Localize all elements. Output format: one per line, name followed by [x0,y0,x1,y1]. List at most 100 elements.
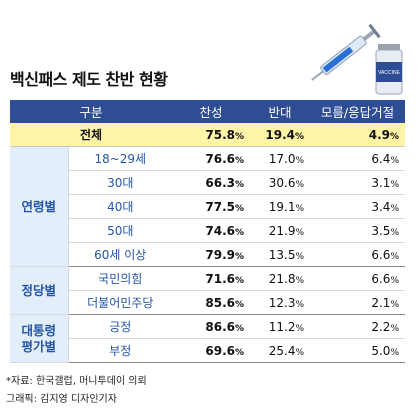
cell-number: 21.9 [268,223,296,238]
row-label: 18~29세 [68,146,173,171]
cell-number: 2.1 [371,295,391,310]
cell-value: 11.2% [250,314,311,339]
cell-value: 69.6% [172,338,251,363]
cell-value: 79.9% [172,242,251,267]
cell-number: 3.5 [371,223,391,238]
source-note: *자료: 한국갤럽, 머니투데이 의뢰 [6,376,147,387]
row-label: 국민의힘 [68,266,173,291]
group-label-line: 연령별 [21,198,56,214]
cell-value: 2.2% [310,314,406,339]
percent-unit: % [390,155,400,166]
table-row: 60세 이상 79.9% 13.5% 6.6% [10,242,406,267]
cell-value: 2.1% [310,290,406,315]
cell-number: 71.6 [205,271,235,286]
percent-unit: % [234,131,245,142]
cell-value: 25.4% [250,338,311,363]
cell-number: 79.9 [205,247,235,262]
table-row: 50대 74.6% 21.9% 3.5% [10,218,406,243]
percent-unit: % [390,251,400,262]
row-label: 부정 [68,338,173,363]
cell-value: 12.3% [250,290,311,315]
row-label: 30대 [68,170,173,195]
cell-number: 76.6 [205,151,235,166]
percent-unit: % [295,203,305,214]
row-label: 40대 [68,194,173,219]
cell-number: 19.4 [265,127,295,142]
cell-value: 5.0% [310,338,406,363]
cell-value: 13.5% [250,242,311,267]
cell-number: 6.4 [371,151,391,166]
cell-number: 30.6 [268,175,296,190]
vial-label: VACCINE [378,70,401,76]
cell-number: 5.0 [371,343,391,358]
cell-number: 12.3 [268,295,296,310]
percent-unit: % [390,323,400,334]
cell-value: 85.6% [172,290,251,315]
percent-unit: % [234,251,245,262]
cell-number: 19.1 [268,199,296,214]
percent-unit: % [234,227,245,238]
header-agree: 찬성 [172,100,251,123]
cell-number: 2.2 [371,319,391,334]
cell-value: 30.6% [250,170,311,195]
percent-unit: % [295,155,305,166]
table-body: 전체 75.8% 19.4% 4.9% 연령별 18~29세 76.6% 17.0% 6.4% 3… [10,123,406,363]
group-label: 정당별 [10,266,69,315]
cell-value: 71.6% [172,266,251,291]
table-row: 30대 66.3% 30.6% 3.1% [10,170,406,195]
percent-unit: % [234,323,245,334]
cell-number: 69.6 [205,343,235,358]
cell-number: 4.9 [368,127,390,142]
cell-number: 21.8 [268,271,296,286]
cell-value: 3.4% [310,194,406,219]
cell-number: 86.6 [205,319,235,334]
cell-number: 66.3 [205,175,235,190]
credit-note: 그래픽: 김지영 디자인기자 [6,394,117,405]
cell-number: 3.1 [371,175,391,190]
table-row: 대통령 평가별 긍정 86.6% 11.2% 2.2% [10,314,406,363]
vaccine-syringe-icon: VACCINE [311,23,403,95]
table-row: 연령별 18~29세 76.6% 17.0% 6.4% [10,146,406,267]
table-row: 정당별 국민의힘 71.6% 21.8% 6.6% [10,266,406,315]
header-category: 구분 [10,100,173,123]
cell-value: 86.6% [172,314,251,339]
cell-number: 25.4 [268,343,296,358]
percent-unit: % [234,299,245,310]
percent-unit: % [390,227,400,238]
cell-value: 66.3% [172,170,251,195]
cell-number: 75.8 [205,127,235,142]
cell-number: 6.6 [371,247,391,262]
percent-unit: % [390,275,400,286]
percent-unit: % [389,131,400,142]
cell-value: 21.9% [250,218,311,243]
cell-number: 17.0 [268,151,296,166]
table-row: 더불어민주당 85.6% 12.3% 2.1% [10,290,406,315]
group-label-line: 평가별 [21,338,56,354]
cell-number: 3.4 [371,199,391,214]
percent-unit: % [390,299,400,310]
percent-unit: % [295,227,305,238]
row-label: 전체 [10,123,173,147]
percent-unit: % [234,347,245,358]
vaccine-pass-table: 구분 찬성 반대 모름/응답거절 전체 75.8% 19.4% 4.9% 연령별 18~2… [10,100,406,363]
group-label: 대통령 평가별 [10,314,69,363]
cell-number: 77.5 [205,199,235,214]
percent-unit: % [234,203,245,214]
row-label: 긍정 [68,314,173,339]
row-label: 60세 이상 [68,242,173,267]
cell-value: 6.6% [310,266,406,291]
group-label-line: 정당별 [21,282,56,298]
percent-unit: % [234,275,245,286]
table-row-total: 전체 75.8% 19.4% 4.9% [10,123,406,147]
cell-value: 19.1% [250,194,311,219]
cell-value: 76.6% [172,146,251,171]
cell-value: 77.5% [172,194,251,219]
cell-value: 17.0% [250,146,311,171]
cell-value: 6.4% [310,146,406,171]
cell-number: 74.6 [205,223,235,238]
percent-unit: % [234,179,245,190]
percent-unit: % [295,299,305,310]
row-label: 더불어민주당 [68,290,173,315]
group-label-line: 대통령 [21,322,56,338]
percent-unit: % [295,251,305,262]
